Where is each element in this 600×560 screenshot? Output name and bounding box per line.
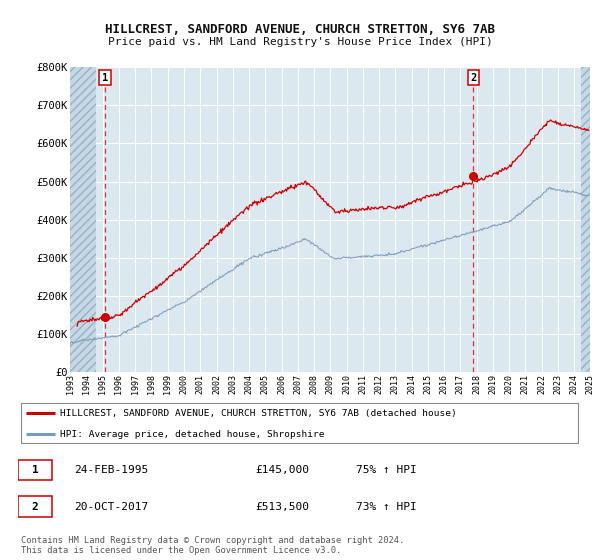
Text: HPI: Average price, detached house, Shropshire: HPI: Average price, detached house, Shro… (60, 430, 325, 439)
Text: Contains HM Land Registry data © Crown copyright and database right 2024.
This d: Contains HM Land Registry data © Crown c… (21, 536, 404, 555)
Bar (581, 67, 590, 372)
Text: 2: 2 (470, 73, 476, 83)
FancyBboxPatch shape (21, 403, 578, 444)
Text: HILLCREST, SANDFORD AVENUE, CHURCH STRETTON, SY6 7AB: HILLCREST, SANDFORD AVENUE, CHURCH STRET… (105, 22, 495, 36)
Text: 1: 1 (32, 465, 38, 475)
Text: 24-FEB-1995: 24-FEB-1995 (74, 465, 149, 475)
Text: HILLCREST, SANDFORD AVENUE, CHURCH STRETTON, SY6 7AB (detached house): HILLCREST, SANDFORD AVENUE, CHURCH STRET… (60, 409, 457, 418)
Bar (70, 67, 96, 372)
Text: 2: 2 (32, 502, 38, 511)
Bar (70, 67, 96, 372)
Text: 20-OCT-2017: 20-OCT-2017 (74, 502, 149, 511)
Text: £145,000: £145,000 (255, 465, 309, 475)
Text: 73% ↑ HPI: 73% ↑ HPI (356, 502, 417, 511)
Text: £513,500: £513,500 (255, 502, 309, 511)
FancyBboxPatch shape (18, 496, 52, 517)
Text: 75% ↑ HPI: 75% ↑ HPI (356, 465, 417, 475)
Text: 1: 1 (102, 73, 108, 83)
Text: Price paid vs. HM Land Registry's House Price Index (HPI): Price paid vs. HM Land Registry's House … (107, 37, 493, 47)
FancyBboxPatch shape (18, 460, 52, 480)
Bar (581, 67, 590, 372)
